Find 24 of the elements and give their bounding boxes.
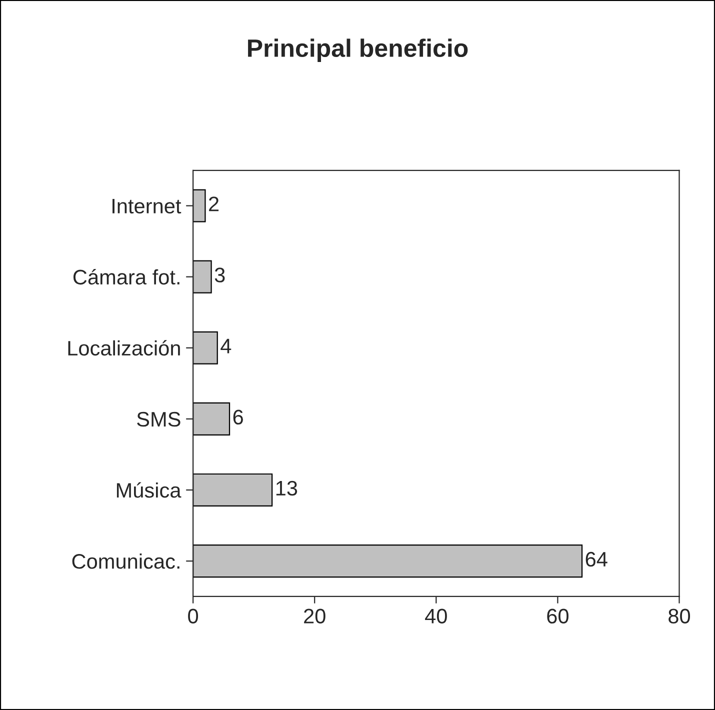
y-tick-label: Comunicac. <box>72 554 180 569</box>
x-tick-label: 20 <box>304 608 326 624</box>
x-tick-label: 0 <box>188 608 198 624</box>
bar <box>193 402 230 436</box>
y-tick-label: Localización <box>68 340 180 356</box>
data-label: 4 <box>220 338 232 354</box>
x-tick-label: 40 <box>425 608 447 624</box>
data-label: 13 <box>276 480 298 496</box>
bar <box>193 473 273 507</box>
data-label: 3 <box>214 268 225 282</box>
bar <box>193 544 583 578</box>
y-tick-label: SMS <box>137 412 180 427</box>
data-label: 2 <box>209 196 219 212</box>
chart-title: Principal beneficio <box>248 38 468 62</box>
data-label: 6 <box>233 410 243 425</box>
x-tick-label: 60 <box>547 608 568 624</box>
bar <box>193 260 212 294</box>
y-tick-label: Música <box>116 482 182 498</box>
bar <box>193 331 218 364</box>
x-tick-label: 80 <box>668 608 690 624</box>
y-tick-label: Cámara fot. <box>73 269 180 285</box>
y-tick-label: Internet <box>112 198 182 214</box>
bar <box>193 189 206 222</box>
data-label: 64 <box>586 552 608 567</box>
